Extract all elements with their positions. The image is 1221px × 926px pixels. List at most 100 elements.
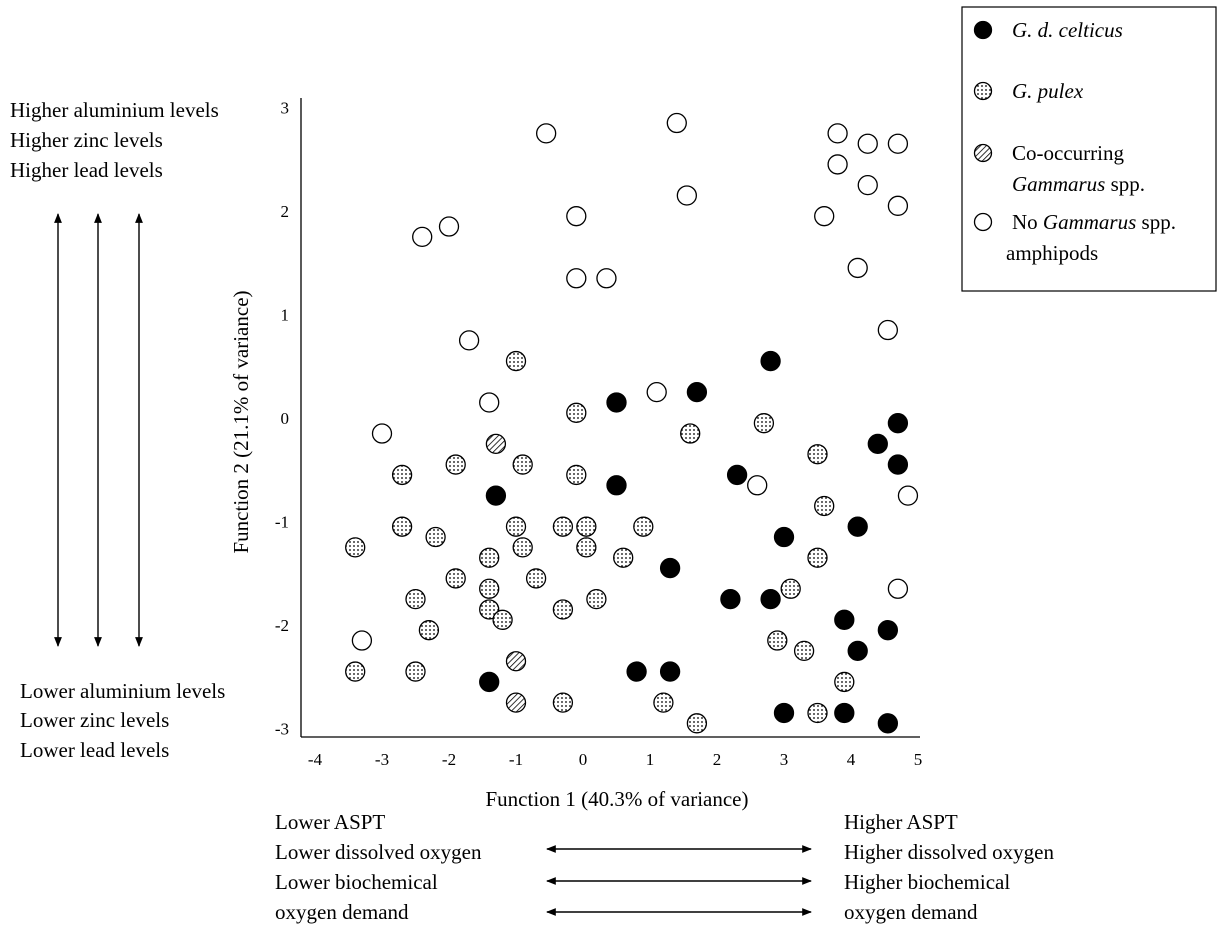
y-high-line-2: Higher zinc levels xyxy=(10,128,163,152)
y-high-annotation: Higher aluminium levels Higher zinc leve… xyxy=(10,98,219,182)
point-celticus xyxy=(760,350,781,372)
point-none xyxy=(676,185,697,206)
point-none xyxy=(827,123,848,144)
point-pulex xyxy=(512,454,533,475)
point-none xyxy=(847,257,868,279)
y-tick-label: -3 xyxy=(275,720,289,739)
point-celticus xyxy=(606,392,627,413)
point-celticus xyxy=(686,381,708,403)
point-pulex xyxy=(566,402,587,423)
point-pulex xyxy=(479,578,500,599)
point-pulex xyxy=(566,464,587,486)
y-tick-label: 0 xyxy=(281,409,290,428)
x-high-line-3: Higher biochemical xyxy=(844,870,1010,894)
point-celticus xyxy=(834,702,855,724)
point-none xyxy=(351,630,373,651)
point-celticus xyxy=(606,475,627,496)
point-pulex xyxy=(807,547,828,568)
point-none xyxy=(887,578,909,599)
legend-marker-pulex xyxy=(973,81,993,101)
y-tick-label: -2 xyxy=(275,616,289,635)
point-none xyxy=(458,330,480,351)
point-celticus xyxy=(726,464,748,486)
x-low-line-2: Lower dissolved oxygen xyxy=(275,840,482,864)
point-pulex xyxy=(753,413,775,434)
x-arrows xyxy=(546,845,812,916)
x-low-annotation: Lower ASPT Lower dissolved oxygen Lower … xyxy=(275,810,482,924)
point-pulex xyxy=(680,423,701,444)
x-low-line-4: oxygen demand xyxy=(275,900,409,924)
x-tick-label: -4 xyxy=(308,750,323,769)
y-tick-label: 3 xyxy=(281,99,290,118)
point-none xyxy=(438,216,460,237)
x-tick-label: 2 xyxy=(713,750,722,769)
y-tick-label: -1 xyxy=(275,513,289,532)
point-none xyxy=(666,112,687,134)
point-co xyxy=(505,692,527,713)
point-pulex xyxy=(405,588,426,610)
x-tick-label: 4 xyxy=(847,750,856,769)
y-low-annotation: Lower aluminium levels Lower zinc levels… xyxy=(20,679,225,762)
point-pulex xyxy=(405,661,426,682)
point-none xyxy=(897,485,919,506)
x-high-line-2: Higher dissolved oxygen xyxy=(844,840,1054,864)
point-none xyxy=(814,206,835,227)
point-celticus xyxy=(847,516,868,537)
point-pulex xyxy=(425,526,446,548)
legend-marker-co xyxy=(973,143,993,163)
point-pulex xyxy=(391,464,413,486)
point-celticus xyxy=(720,588,741,610)
point-pulex xyxy=(552,692,574,713)
y-low-line-2: Lower zinc levels xyxy=(20,708,169,732)
point-celticus xyxy=(479,671,500,693)
point-pulex xyxy=(505,516,527,537)
point-none xyxy=(857,174,878,196)
point-none xyxy=(857,133,878,154)
point-pulex xyxy=(780,578,801,599)
legend-box xyxy=(961,6,1217,292)
point-pulex xyxy=(633,516,654,537)
data-points xyxy=(345,112,919,734)
legend-label-none-line2: amphipods xyxy=(1006,241,1098,265)
point-none xyxy=(566,206,587,227)
point-pulex xyxy=(586,588,607,610)
y-tick-label: 2 xyxy=(281,202,290,221)
x-low-line-1: Lower ASPT xyxy=(275,810,385,834)
point-pulex xyxy=(512,537,533,558)
point-celticus xyxy=(834,609,855,630)
point-celticus xyxy=(877,620,898,641)
point-pulex xyxy=(345,661,366,682)
point-none xyxy=(371,423,393,444)
axes: -4 -3 -2 -1 0 1 2 3 4 5 3 2 1 0 -1 -2 -3 xyxy=(275,98,922,769)
point-none xyxy=(412,226,433,248)
y-tick-label: 1 xyxy=(281,306,290,325)
x-low-line-3: Lower biochemical xyxy=(275,870,438,894)
x-tick-label: 5 xyxy=(914,750,923,769)
point-pulex xyxy=(445,454,466,475)
point-pulex xyxy=(391,516,413,537)
x-tick-label: -1 xyxy=(509,750,523,769)
legend-label-pulex: G. pulex xyxy=(1012,79,1084,103)
y-high-line-1: Higher aluminium levels xyxy=(10,98,219,122)
point-pulex xyxy=(807,444,828,465)
legend-label-none: No Gammarus spp. xyxy=(1012,210,1176,234)
point-pulex xyxy=(492,609,513,630)
point-celticus xyxy=(659,661,681,682)
point-pulex xyxy=(653,692,674,713)
x-high-annotation: Higher ASPT Higher dissolved oxygen High… xyxy=(844,810,1054,924)
point-celticus xyxy=(659,557,681,579)
x-tick-label: 0 xyxy=(579,750,588,769)
point-pulex xyxy=(479,599,500,620)
point-pulex xyxy=(814,495,835,517)
point-none xyxy=(887,195,909,216)
point-none xyxy=(827,154,848,175)
point-pulex xyxy=(576,537,597,558)
x-tick-label: -3 xyxy=(375,750,389,769)
y-high-line-3: Higher lead levels xyxy=(10,158,163,182)
x-high-line-4: oxygen demand xyxy=(844,900,978,924)
point-pulex xyxy=(345,537,366,558)
legend-label-co: Co-occurring xyxy=(1012,141,1124,165)
point-none xyxy=(536,123,557,144)
point-co xyxy=(505,651,527,672)
